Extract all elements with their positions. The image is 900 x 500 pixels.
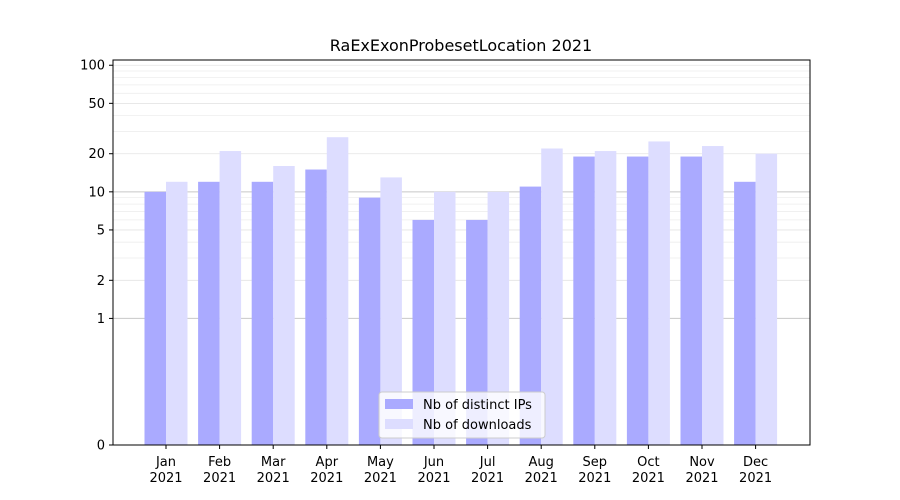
bar-downloads [648,141,670,445]
y-tick-label: 1 [97,312,105,327]
legend-label: Nb of distinct IPs [423,398,532,413]
chart-title: RaExExonProbesetLocation 2021 [330,36,592,55]
legend-swatch [385,399,413,409]
axes [112,59,811,446]
x-tick-label-month: May [367,455,394,470]
bar-distinct-ips [466,219,488,445]
bar-downloads [702,146,724,445]
x-tick-label-month: Jul [479,455,496,470]
bar-downloads [541,148,563,445]
bar-distinct-ips [680,156,702,446]
bar-downloads [487,191,510,445]
y-tick-label: 10 [88,185,105,200]
x-tick-label-month: Mar [261,455,286,470]
bar-downloads [755,153,778,446]
x-tick-label-year: 2021 [685,471,718,486]
bar-distinct-ips [734,181,756,445]
bar-distinct-ips [144,191,166,445]
y-tick-label: 100 [80,59,105,74]
bar-downloads [380,177,402,446]
x-axis: Jan2021Feb2021Mar2021Apr2021May2021Jun20… [149,445,772,486]
x-tick-label-year: 2021 [578,471,611,486]
legend-swatch [385,419,413,429]
y-tick-label: 20 [88,147,105,162]
bar-downloads [219,151,242,445]
x-tick-label-month: Feb [208,455,231,470]
bar-downloads [273,165,295,446]
bar-distinct-ips [573,156,595,446]
x-tick-label-month: Jun [423,455,444,470]
x-tick-label-month: Jan [155,455,176,470]
y-axis: 0 1 2 5 10 20 50 100 [80,59,113,454]
bar-downloads [594,151,617,445]
legend-label: Nb of downloads [423,418,532,433]
plot-frame [112,59,811,446]
x-tick-label-year: 2021 [203,471,236,486]
x-tick-label-year: 2021 [632,471,665,486]
bars [144,137,778,446]
bar-distinct-ips [519,186,542,446]
bar-distinct-ips [358,197,381,445]
x-tick-label-year: 2021 [417,471,450,486]
x-tick-label-month: Oct [637,455,659,470]
x-tick-label-year: 2021 [310,471,343,486]
bar-distinct-ips [626,156,649,446]
x-tick-label-month: Dec [743,455,768,470]
y-tick-label: 0 [97,439,105,454]
bar-downloads [166,181,188,445]
x-tick-label-year: 2021 [525,471,558,486]
x-tick-label-year: 2021 [257,471,290,486]
x-tick-label-month: Sep [583,455,608,470]
bar-distinct-ips [198,181,220,445]
bar-distinct-ips [412,219,434,445]
x-tick-label-month: Nov [689,455,715,470]
x-tick-label-year: 2021 [149,471,182,486]
bar-downloads [326,137,349,446]
x-tick-label-year: 2021 [471,471,504,486]
bar-distinct-ips [251,181,274,445]
legend-box [378,391,546,439]
x-tick-label-month: Apr [316,455,339,470]
y-tick-label: 2 [97,274,105,289]
x-tick-label-year: 2021 [739,471,772,486]
legend: Nb of distinct IPs Nb of downloads [378,391,546,439]
y-tick-label: 5 [97,223,105,238]
bar-downloads [434,191,456,445]
x-tick-label-month: Aug [529,455,554,470]
x-tick-label-year: 2021 [364,471,397,486]
y-tick-label: 50 [88,97,105,112]
bar-distinct-ips [305,169,327,445]
